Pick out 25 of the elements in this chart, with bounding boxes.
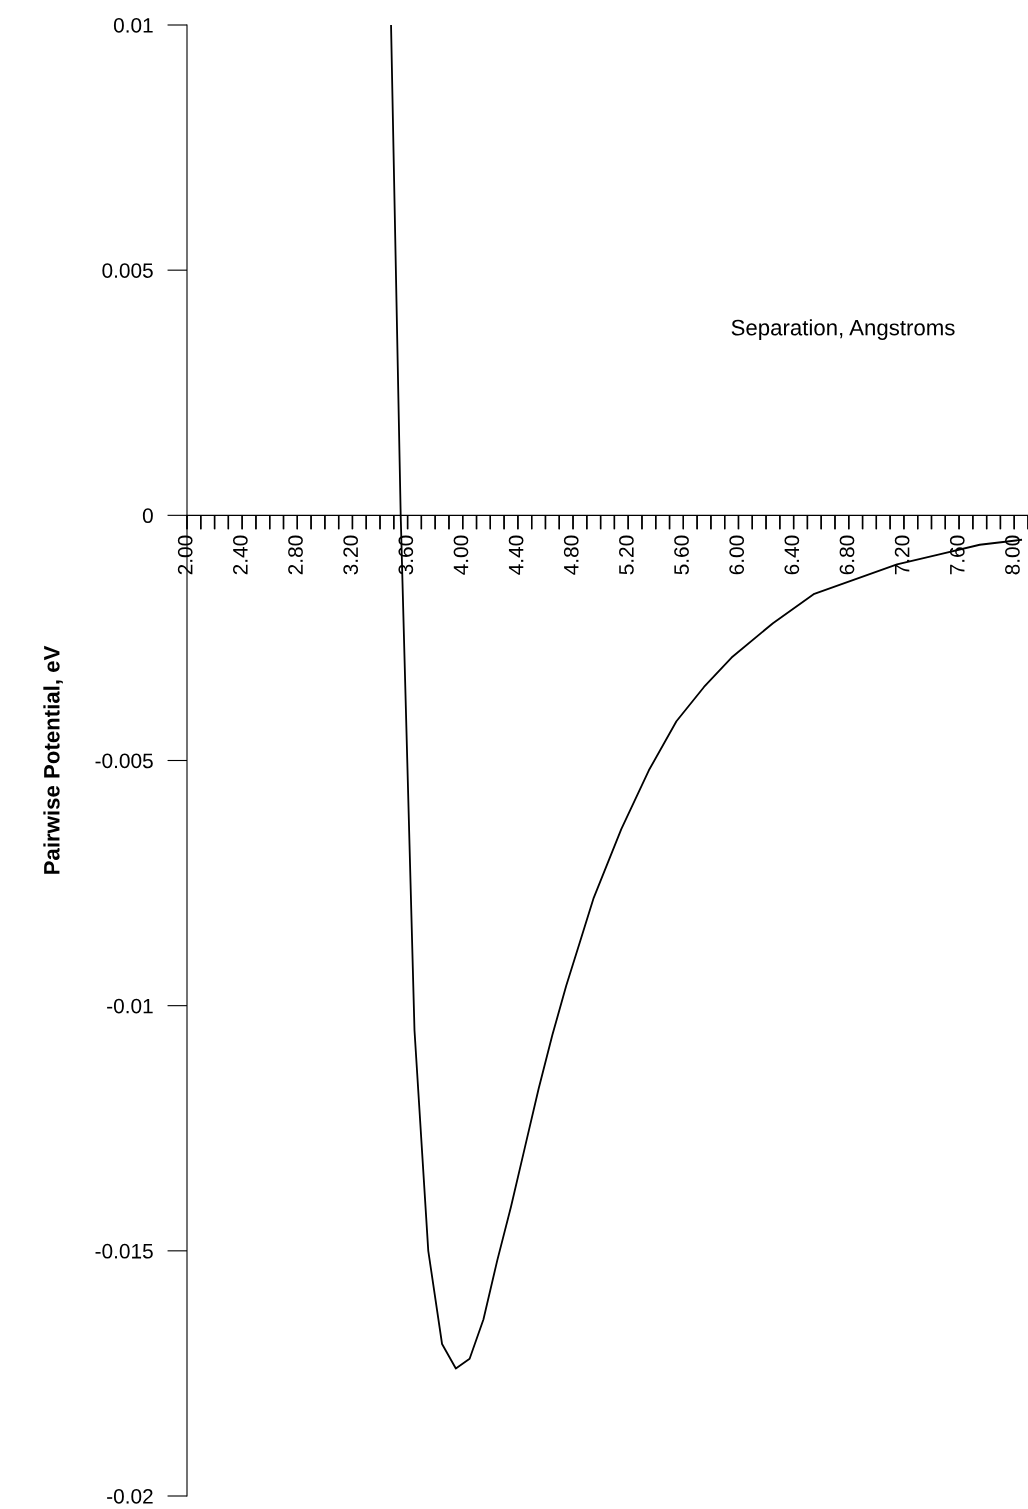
- x-tick-label: 2.40: [232, 535, 248, 575]
- y-tick-label: 0.005: [102, 263, 153, 278]
- y-tick-label: -0.01: [107, 998, 153, 1014]
- x-tick-label: 2.00: [177, 535, 193, 575]
- x-tick-label: 6.80: [839, 535, 855, 575]
- x-tick-label: 8.00: [1005, 535, 1020, 575]
- x-tick-label: 7.20: [894, 535, 910, 575]
- x-tick-label: 5.60: [674, 535, 689, 575]
- x-tick-label: 4.80: [563, 535, 579, 575]
- y-tick-label: -0.02: [107, 1489, 153, 1504]
- y-tick-label: -0.005: [95, 753, 153, 769]
- x-tick-label: 5.20: [619, 535, 634, 575]
- x-tick-label: 6.00: [729, 535, 745, 575]
- x-axis-title: Separation, Angstroms: [731, 319, 955, 340]
- y-tick-label: 0: [142, 508, 153, 524]
- x-tick-label: 4.00: [453, 535, 469, 575]
- x-tick-label: 7.60: [949, 535, 965, 575]
- y-tick-label: -0.015: [95, 1243, 153, 1259]
- x-tick-label: 2.80: [288, 535, 303, 575]
- x-tick-label: 4.40: [508, 535, 524, 575]
- x-tick-label: 3.60: [398, 535, 414, 575]
- y-axis-title: Pairwise Potential, eV: [43, 645, 63, 874]
- x-tick-label: 6.40: [784, 535, 800, 575]
- y-tick-label: 0.01: [113, 18, 153, 33]
- x-tick-label: 3.20: [343, 535, 359, 575]
